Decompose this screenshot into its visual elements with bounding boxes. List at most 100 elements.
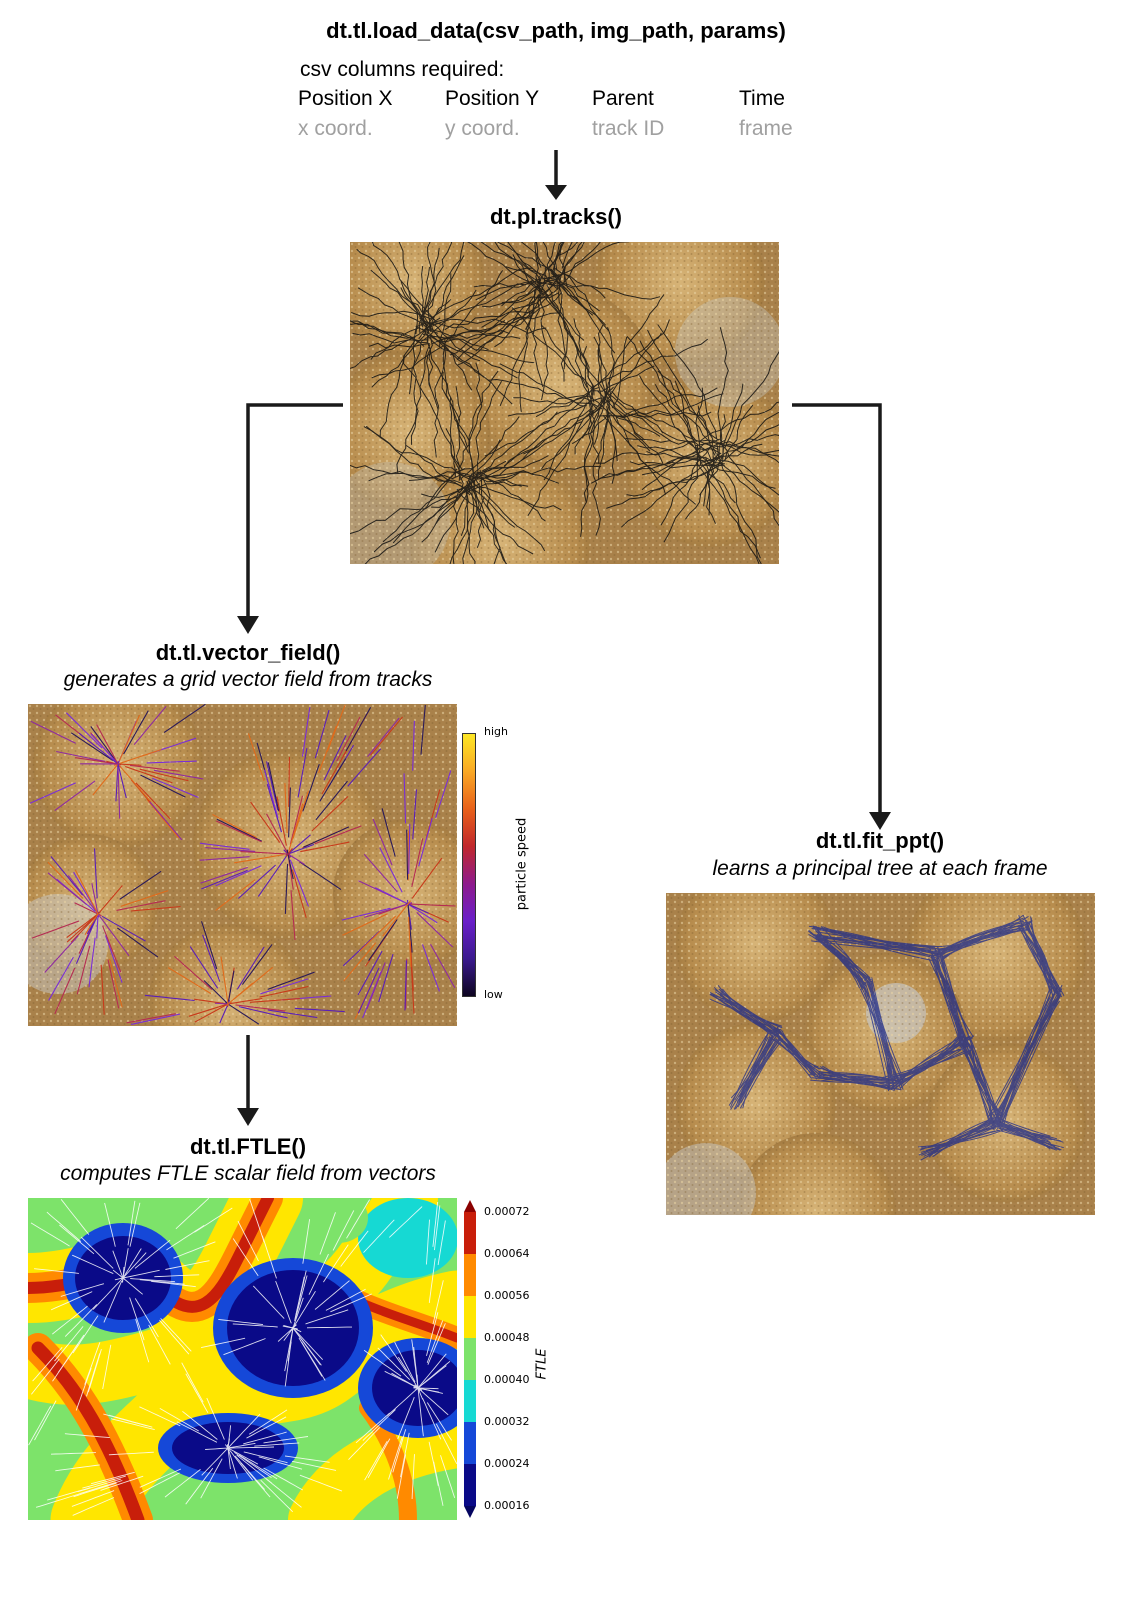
ftle-streamline — [291, 1460, 337, 1471]
vector-streamline — [212, 814, 258, 839]
ftle-streamline — [72, 1497, 115, 1516]
vector-streamline — [75, 917, 97, 964]
ftle-streamline — [139, 1279, 185, 1285]
column-name: Time — [739, 87, 785, 110]
vector-streamline — [407, 902, 413, 953]
tree-edge — [933, 922, 1020, 961]
track-line — [431, 322, 518, 379]
track-line — [626, 336, 711, 443]
vector-streamline — [50, 856, 84, 896]
vector-streamline — [318, 726, 337, 774]
tree-edge — [811, 1077, 891, 1091]
track-line — [421, 328, 513, 405]
ftle-streamline — [28, 1405, 52, 1446]
vector-field-image — [28, 704, 457, 1026]
tree-edge — [968, 1043, 991, 1127]
vector-streamline — [342, 930, 380, 967]
track-line — [553, 267, 606, 299]
track-line — [714, 411, 779, 467]
ftle-streamline — [185, 1373, 209, 1414]
ftle-streamline — [227, 1444, 231, 1470]
vector-streamline — [288, 803, 304, 852]
vector-streamline — [412, 789, 418, 840]
vector-streamline — [189, 946, 219, 989]
tree-edge — [808, 1074, 889, 1081]
vector-streamline — [152, 777, 199, 799]
ftle-streamline — [100, 1475, 144, 1491]
column-desc: frame — [739, 117, 793, 140]
vector-streamline — [149, 801, 183, 841]
ftle-streamline — [323, 1244, 349, 1283]
vector-streamline — [215, 865, 262, 887]
vector-streamline — [357, 950, 383, 996]
tree-edge — [810, 932, 867, 992]
track-line — [392, 468, 458, 544]
tree-edge — [992, 984, 1063, 1129]
track-line — [473, 279, 561, 288]
ftle-streamline — [129, 1297, 145, 1341]
vector-streamline — [382, 900, 412, 937]
ftle-streamline — [434, 1205, 441, 1251]
ftle-streamline — [234, 1451, 272, 1478]
track-line — [549, 268, 569, 370]
track-line — [462, 478, 480, 564]
vector-streamline — [323, 735, 347, 781]
fit-ppt-image — [666, 893, 1095, 1215]
ftle-streamline — [159, 1408, 199, 1432]
vector-streamline — [203, 980, 230, 1006]
ftle-streamline — [129, 1202, 141, 1247]
track-line — [350, 496, 458, 535]
track-line — [562, 269, 588, 311]
ftle-streamline — [388, 1436, 403, 1480]
tree-edge — [722, 988, 779, 1027]
track-line — [479, 408, 591, 482]
ftle-image — [28, 1198, 457, 1520]
track-line — [639, 340, 698, 443]
ftle-streamline — [258, 1456, 303, 1470]
ftle-streamline — [64, 1304, 98, 1337]
ftle-streamline — [55, 1464, 100, 1472]
ftle-streamline — [148, 1324, 171, 1365]
vector-streamline — [301, 707, 311, 757]
column-name: Position Y — [445, 87, 540, 110]
vector-streamline — [288, 756, 291, 807]
ftle-streamline — [228, 1413, 261, 1448]
vector-streamline — [233, 966, 274, 1000]
ftle-streamline — [164, 1469, 201, 1498]
vector-streamline — [381, 808, 396, 857]
vector-streamline — [435, 770, 452, 819]
vector-streamline — [31, 920, 80, 939]
track-line — [458, 439, 501, 493]
track-line — [597, 324, 604, 403]
vector-streamline — [250, 801, 281, 843]
ftle-streamline — [75, 1367, 92, 1411]
vector-streamline — [294, 1007, 345, 1013]
ftle-streamline — [426, 1320, 444, 1363]
vector-streamline — [126, 1013, 176, 1024]
ftle-streamline — [254, 1442, 300, 1447]
tree-edge — [970, 1038, 993, 1116]
vector-streamline — [117, 763, 127, 799]
vector-streamline — [66, 712, 103, 749]
vector-streamline — [96, 724, 119, 765]
tree-edge — [931, 953, 965, 1039]
track-line — [545, 293, 611, 410]
track-line — [661, 430, 722, 455]
vector-streamline — [311, 796, 349, 832]
tree-edge — [930, 956, 963, 1049]
track-line — [581, 387, 595, 439]
ftle-streamline — [432, 1201, 439, 1247]
tracks-title: dt.pl.tracks() — [489, 204, 623, 229]
ftle-streamline — [226, 1447, 259, 1465]
track-line — [370, 327, 420, 360]
ftle-streamline — [130, 1278, 176, 1283]
ftle-streamline — [252, 1285, 285, 1319]
ftle-streamline — [325, 1288, 366, 1311]
tree-edge — [999, 986, 1053, 1124]
track-line — [421, 476, 480, 543]
track-line — [600, 458, 704, 479]
track-line — [459, 370, 499, 468]
load-data-title: dt.tl.load_data(csv_path, img_path, para… — [326, 18, 786, 43]
tree-edge — [864, 981, 896, 1091]
ftle-streamline — [283, 1324, 296, 1341]
